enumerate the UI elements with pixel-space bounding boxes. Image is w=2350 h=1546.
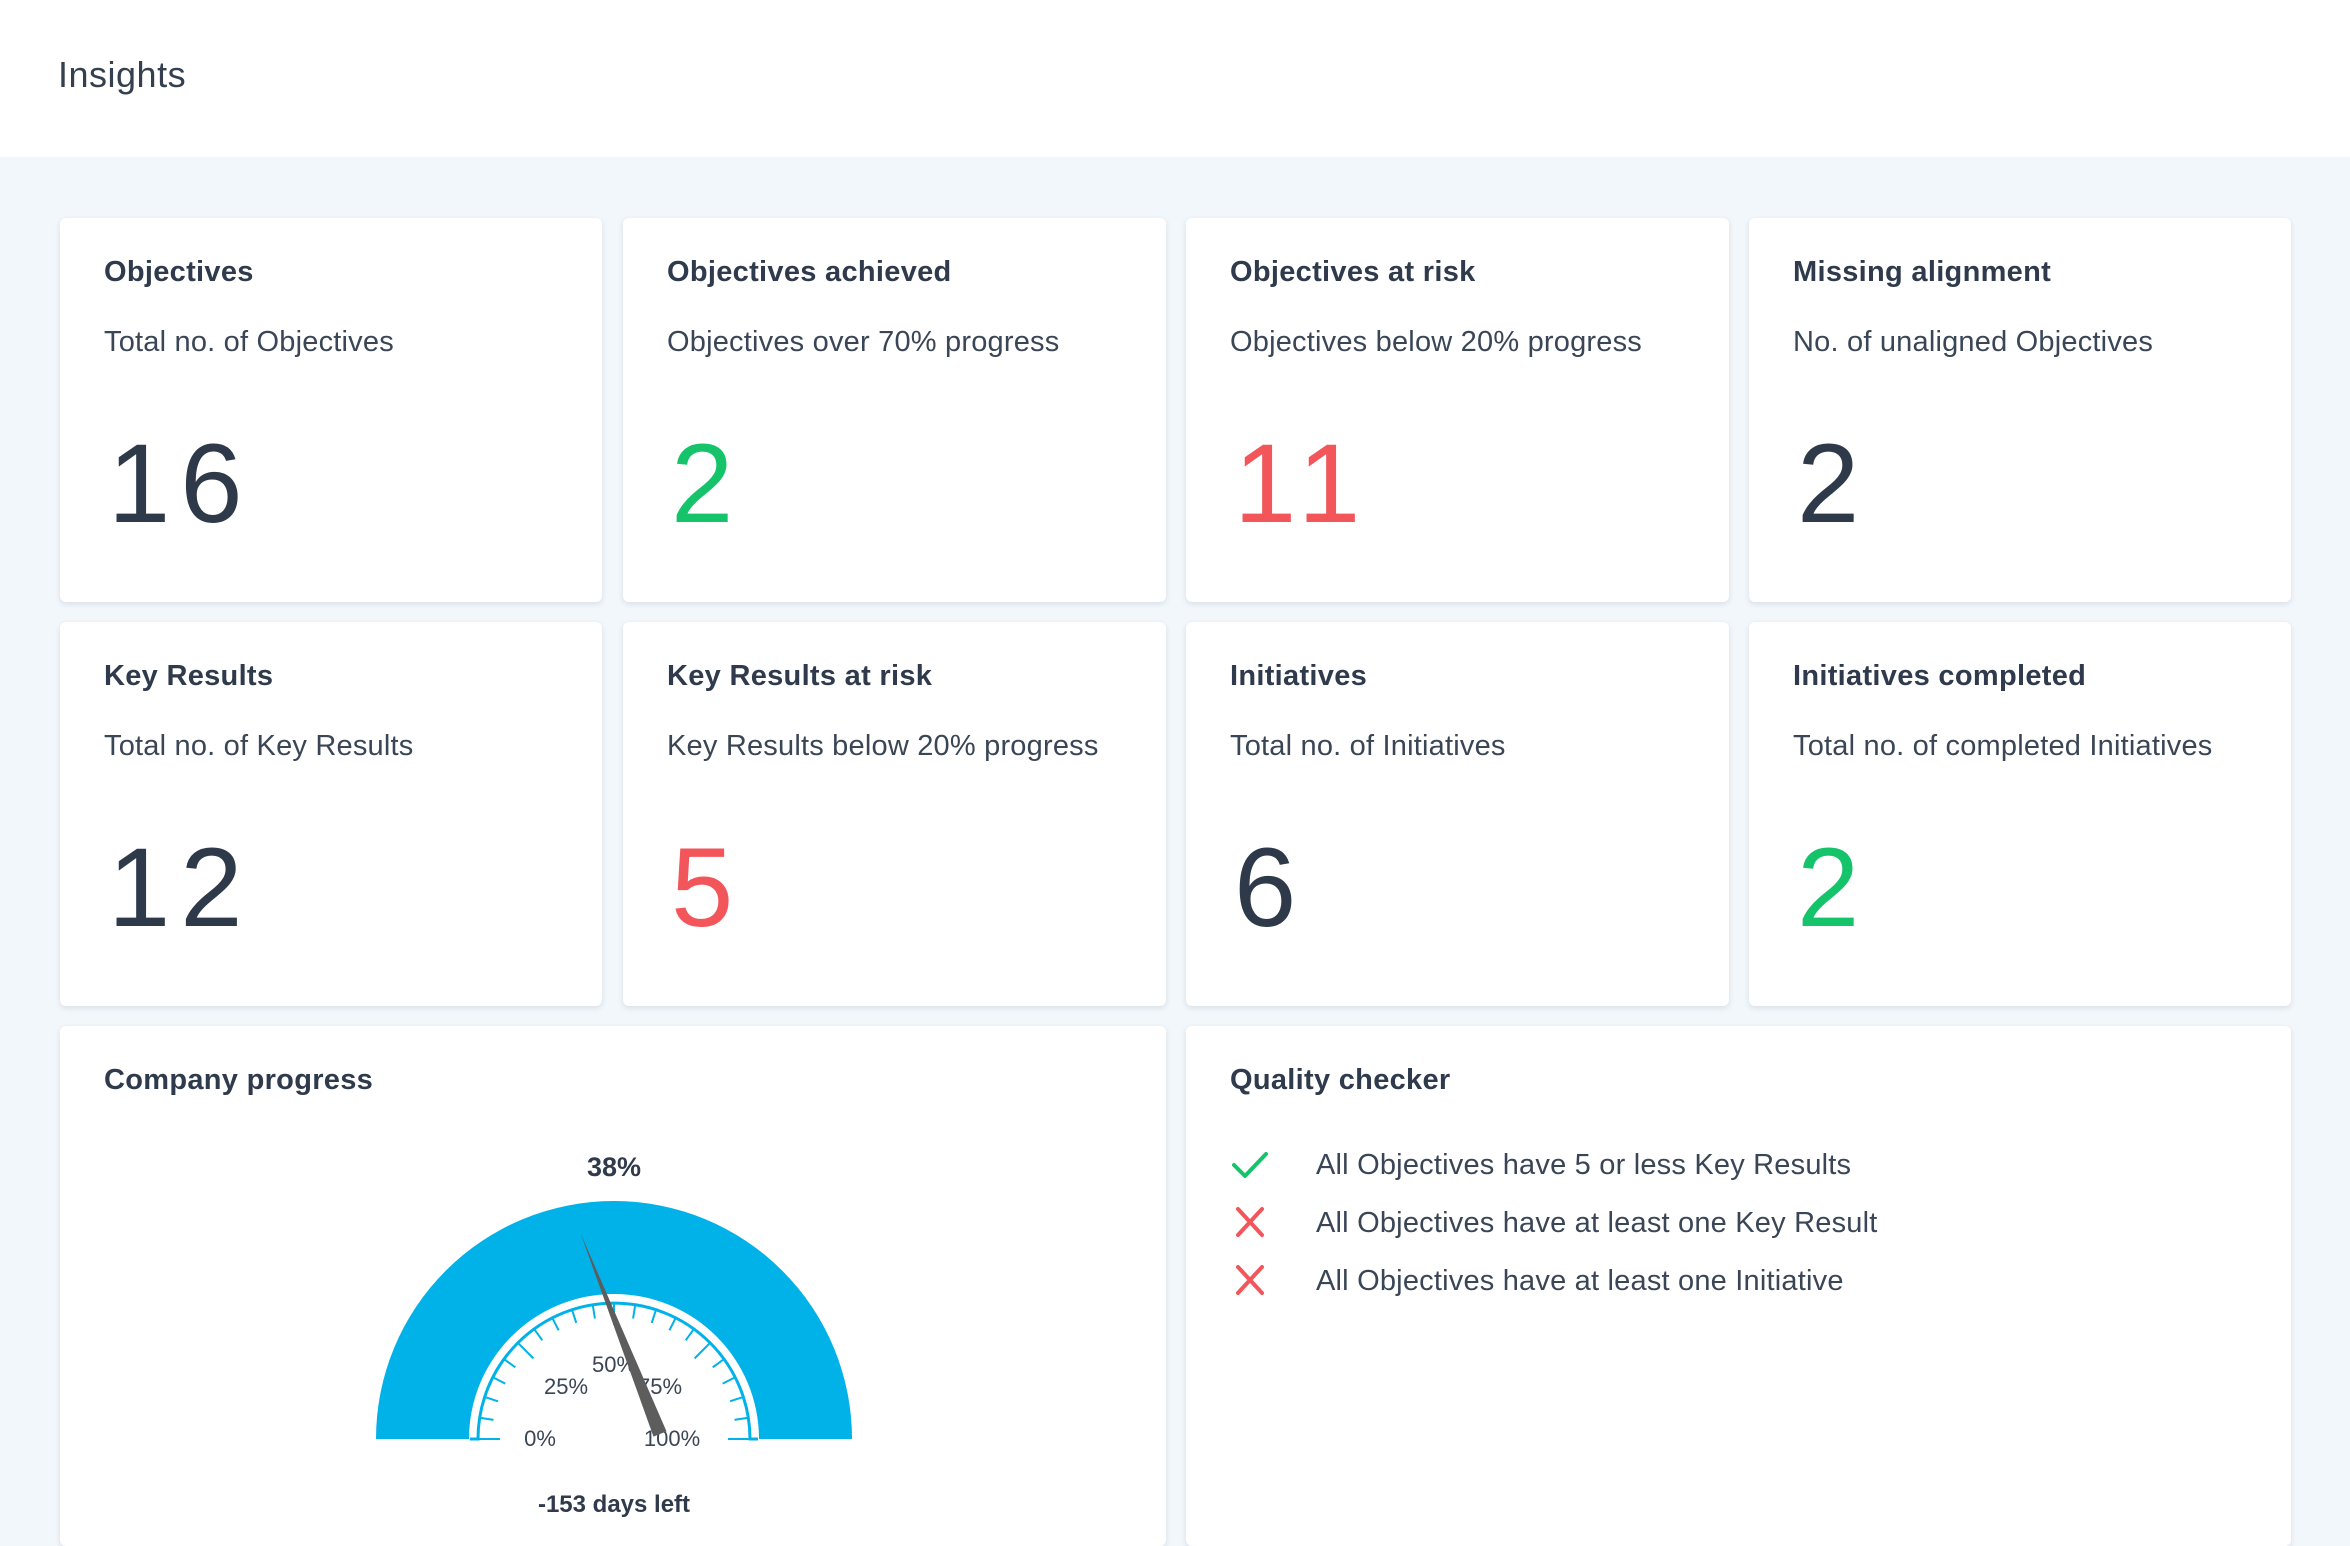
quality-checker-card: Quality checker All Objectives have 5 or…: [1186, 1026, 2291, 1546]
card-title: Objectives at risk: [1230, 256, 1476, 288]
metric-card-objectives[interactable]: Objectives Total no. of Objectives 16: [60, 218, 602, 602]
gauge-tick: [632, 1304, 637, 1319]
gauge-tick: [684, 1328, 695, 1341]
quality-item-text: All Objectives have at least one Key Res…: [1316, 1206, 1878, 1239]
gauge-tick: [484, 1396, 499, 1403]
page-title: Insights: [58, 54, 187, 95]
gauge-tick: [668, 1317, 677, 1331]
days-left-label: -153 days left: [538, 1491, 690, 1518]
gauge-tick: [693, 1342, 711, 1360]
card-title: Objectives: [104, 256, 254, 288]
card-title: Key Results: [104, 660, 274, 692]
gauge-tick: [591, 1304, 596, 1319]
card-title: Key Results at risk: [667, 660, 933, 692]
metric-card-initiatives-completed[interactable]: Initiatives completed Total no. of compl…: [1749, 622, 2291, 1006]
gauge-tick: [734, 1416, 749, 1421]
card-subtitle: Objectives below 20% progress: [1230, 326, 1642, 358]
metric-card-objectives-achieved[interactable]: Objectives achieved Objectives over 70% …: [623, 218, 1166, 602]
metric-card-key-results[interactable]: Key Results Total no. of Key Results 12: [60, 622, 602, 1006]
card-value: 6: [1234, 825, 1307, 950]
cross-icon: [1236, 1265, 1264, 1295]
card-subtitle: Key Results below 20% progress: [667, 730, 1099, 762]
gauge-tick: [712, 1358, 725, 1369]
card-subtitle: Total no. of Objectives: [104, 326, 394, 358]
card-value: 11: [1234, 421, 1371, 546]
gauge-tick-label-0: 0%: [524, 1426, 556, 1451]
progress-gauge: 0% 25% 50% 75% 100% 38% -153 days left: [376, 1152, 852, 1518]
gauge-tick: [533, 1328, 544, 1341]
company-progress-card: Company progress 0% 25% 50% 75% 100% 38%…: [60, 1026, 1166, 1546]
quality-item-text: All Objectives have 5 or less Key Result…: [1316, 1148, 1852, 1181]
card-value: 2: [1797, 825, 1870, 950]
gauge-tick: [551, 1317, 560, 1331]
quality-item: All Objectives have 5 or less Key Result…: [1230, 1136, 1878, 1194]
card-value: 2: [1797, 421, 1870, 546]
card-subtitle: No. of unaligned Objectives: [1793, 326, 2154, 358]
card-title: Initiatives: [1230, 660, 1368, 692]
metric-card-key-results-at-risk[interactable]: Key Results at risk Key Results below 20…: [623, 622, 1166, 1006]
gauge-tick: [517, 1342, 535, 1360]
card-subtitle: Total no. of completed Initiatives: [1793, 730, 2213, 762]
gauge-value-label: 38%: [587, 1152, 641, 1182]
gauge-needle: [580, 1233, 667, 1437]
page-header: Insights: [0, 0, 2350, 157]
card-value: 16: [108, 421, 253, 546]
gauge-tick: [722, 1376, 736, 1385]
card-title: Missing alignment: [1793, 256, 2052, 288]
gauge-tick: [479, 1416, 494, 1421]
gauge-ticks: [478, 1303, 750, 1440]
card-subtitle: Objectives over 70% progress: [667, 326, 1060, 358]
card-title: Initiatives completed: [1793, 660, 2087, 692]
card-title: Company progress: [104, 1064, 374, 1096]
check-icon: [1232, 1152, 1268, 1178]
quality-item: All Objectives have at least one Initiat…: [1230, 1252, 1878, 1310]
gauge-tick: [503, 1358, 516, 1369]
gauge-tick: [492, 1376, 506, 1385]
gauge-arc: [376, 1201, 852, 1439]
quality-item: All Objectives have at least one Key Res…: [1230, 1194, 1878, 1252]
gauge-tick: [729, 1396, 744, 1403]
cross-icon: [1236, 1207, 1264, 1237]
card-value: 2: [671, 421, 744, 546]
card-title: Quality checker: [1230, 1064, 1451, 1096]
card-value: 5: [671, 825, 744, 950]
card-subtitle: Total no. of Initiatives: [1230, 730, 1506, 762]
quality-item-text: All Objectives have at least one Initiat…: [1316, 1264, 1844, 1297]
card-value: 12: [108, 825, 253, 950]
metric-card-objectives-at-risk[interactable]: Objectives at risk Objectives below 20% …: [1186, 218, 1729, 602]
gauge-tick: [650, 1309, 657, 1324]
quality-checklist: All Objectives have 5 or less Key Result…: [1230, 1136, 1878, 1310]
gauge-tick: [571, 1309, 578, 1324]
metric-card-missing-alignment[interactable]: Missing alignment No. of unaligned Objec…: [1749, 218, 2291, 602]
metric-card-initiatives[interactable]: Initiatives Total no. of Initiatives 6: [1186, 622, 1729, 1006]
card-subtitle: Total no. of Key Results: [104, 730, 414, 762]
gauge-tick-label-25: 25%: [544, 1374, 588, 1399]
card-title: Objectives achieved: [667, 256, 952, 288]
